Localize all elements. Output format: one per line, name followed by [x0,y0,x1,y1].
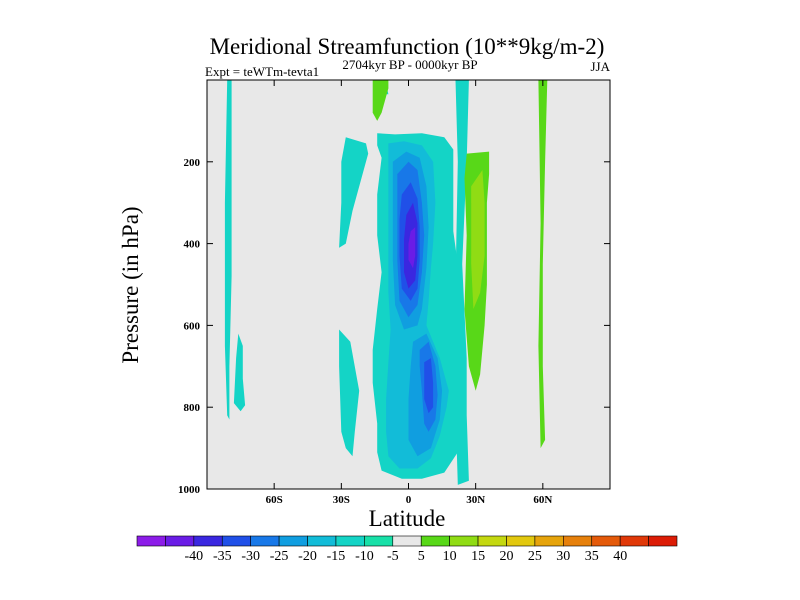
x-tick-label: 60N [533,494,552,506]
contour-region-9 [538,80,548,449]
colorbar-label: 30 [556,549,570,564]
colorbar-label: 40 [613,549,627,564]
x-axis-label: Latitude [369,506,446,531]
colorbar-swatch [165,535,195,547]
time-range-label: 2704kyr BP - 0000kyr BP [342,57,477,72]
colorbar-label: -10 [355,549,374,564]
colorbar-swatch [335,535,365,547]
colorbar-label: -5 [387,549,399,564]
x-tick-label: 60S [266,494,283,506]
colorbar-swatch [619,535,649,547]
colorbar-swatch [136,535,166,547]
colorbar-swatch [392,535,422,547]
x-tick-label: 30N [466,494,485,506]
colorbar-swatch [648,535,678,547]
experiment-label: Expt = teWTm-tevta1 [205,64,319,79]
colorbar-swatch [591,535,621,547]
colorbar-swatch [307,535,337,547]
chart-title: Meridional Streamfunction (10**9kg/m-2) [210,34,605,59]
contour-region-3 [339,329,360,457]
y-axis-label: Pressure (in hPa) [118,206,143,363]
x-tick-label: 30S [333,494,350,506]
colorbar-swatch [221,535,251,547]
contour-region-10 [471,170,485,309]
colorbar-swatch [506,535,536,547]
colorbar-swatch [278,535,308,547]
colorbar-label: -15 [327,549,346,564]
colorbar-label: -35 [213,549,232,564]
y-axis: 200 400 600 800 1000 [178,157,610,496]
y-tick-label: 400 [184,239,201,251]
colorbar-swatch [364,535,394,547]
colorbar-swatch [250,535,280,547]
contour-layer [224,80,548,485]
colorbar-label: -40 [184,549,203,564]
contour-region-19 [408,227,416,269]
y-tick-label: 1000 [178,484,201,496]
colorbar-label: 15 [471,549,485,564]
colorbar: -40 -35 -30 -25 -20 -15 -10 -5 5 10 15 20 25 30 35 40 [136,535,678,564]
colorbar-label: 10 [443,549,457,564]
y-tick-label: 600 [184,320,201,332]
colorbar-swatch [420,535,450,547]
colorbar-swatch [193,535,223,547]
colorbar-label: -20 [298,549,317,564]
colorbar-swatch [563,535,593,547]
colorbar-swatch [477,535,507,547]
y-tick-label: 800 [184,402,201,414]
contour-region-17 [424,358,434,414]
contour-region-4 [224,80,232,420]
colorbar-swatch [449,535,479,547]
colorbar-label: 5 [418,549,425,564]
season-label: JJA [590,59,610,74]
colorbar-label: -30 [241,549,260,564]
x-tick-label: 0 [406,494,412,506]
colorbar-swatch [534,535,564,547]
x-axis: 60S 30S 0 30N 60N [266,80,552,506]
y-tick-label: 200 [184,157,201,169]
colorbar-label: 20 [500,549,514,564]
contour-region-5 [233,333,246,412]
contour-region-2 [339,137,369,248]
contour-region-7 [372,80,389,121]
colorbar-label: 25 [528,549,542,564]
colorbar-label: -25 [270,549,289,564]
colorbar-label: 35 [585,549,599,564]
